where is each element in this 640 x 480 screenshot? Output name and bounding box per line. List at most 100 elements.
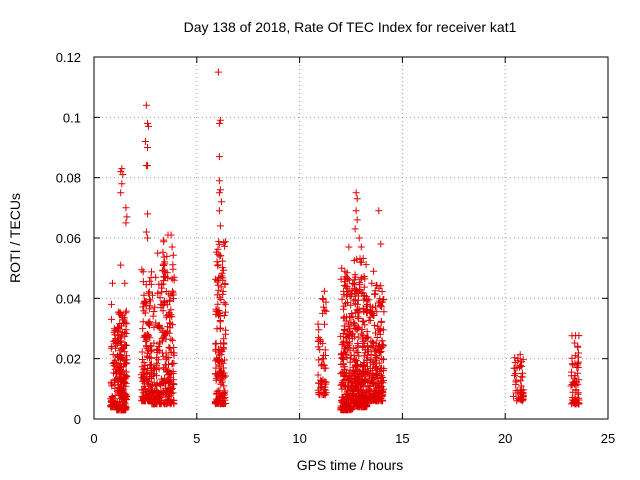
data-point xyxy=(215,286,223,294)
data-point xyxy=(221,238,229,246)
data-point xyxy=(376,297,384,305)
data-point xyxy=(569,361,577,369)
data-point xyxy=(354,288,362,296)
data-point xyxy=(139,325,147,333)
data-point xyxy=(341,363,349,371)
data-point xyxy=(320,361,328,369)
data-point xyxy=(121,360,129,368)
data-point xyxy=(571,393,579,401)
data-point xyxy=(162,288,170,295)
data-point xyxy=(360,273,368,280)
data-point xyxy=(165,329,173,337)
data-point xyxy=(112,344,119,352)
data-point xyxy=(164,377,172,384)
data-point xyxy=(168,287,176,295)
data-point xyxy=(346,327,354,335)
data-point xyxy=(145,288,153,296)
data-point xyxy=(114,327,122,335)
data-point xyxy=(318,377,326,385)
data-point xyxy=(377,318,385,326)
data-point xyxy=(145,320,153,328)
data-point xyxy=(161,374,169,382)
data-point xyxy=(214,68,222,76)
data-point xyxy=(366,370,374,378)
data-point xyxy=(163,354,171,362)
data-point xyxy=(138,374,146,382)
data-point xyxy=(361,321,369,329)
data-point xyxy=(213,372,221,380)
data-point xyxy=(379,374,387,381)
data-point xyxy=(122,219,130,227)
data-point xyxy=(340,322,348,330)
data-point xyxy=(377,392,385,400)
data-point xyxy=(107,380,115,388)
data-point xyxy=(513,397,521,405)
data-point xyxy=(216,324,224,332)
data-point xyxy=(113,387,121,395)
data-point xyxy=(159,307,167,315)
data-point xyxy=(340,291,348,299)
x-tick-label: 20 xyxy=(498,431,512,446)
data-point xyxy=(350,297,358,305)
data-point xyxy=(574,343,582,351)
data-point xyxy=(118,180,126,188)
data-point xyxy=(148,268,155,276)
data-point xyxy=(150,339,158,347)
data-point xyxy=(351,320,359,328)
data-point xyxy=(359,343,367,351)
data-point xyxy=(373,369,381,377)
data-point xyxy=(150,323,158,331)
data-point xyxy=(213,325,221,333)
data-point xyxy=(216,116,224,124)
data-point xyxy=(157,375,165,383)
data-point xyxy=(146,295,153,303)
data-point xyxy=(345,383,353,391)
data-point xyxy=(152,273,160,281)
data-point xyxy=(164,387,172,395)
data-point xyxy=(213,354,221,362)
data-point xyxy=(360,283,368,291)
data-point xyxy=(123,213,131,221)
data-point xyxy=(338,385,346,393)
data-point xyxy=(511,354,519,362)
data-point xyxy=(222,372,229,380)
data-point xyxy=(114,387,122,394)
data-point xyxy=(345,323,353,331)
data-point xyxy=(140,358,148,366)
data-point xyxy=(374,299,382,307)
data-point xyxy=(344,298,351,306)
data-point xyxy=(219,257,227,265)
data-point xyxy=(319,296,327,304)
data-point xyxy=(345,313,353,321)
data-point xyxy=(365,316,373,324)
data-point xyxy=(353,379,361,387)
data-point xyxy=(164,323,172,331)
data-point xyxy=(214,300,222,308)
data-point xyxy=(116,369,124,377)
data-point xyxy=(350,319,358,327)
data-point xyxy=(351,271,359,279)
data-point xyxy=(371,321,378,329)
data-point xyxy=(512,389,520,397)
data-point xyxy=(158,267,166,275)
data-point xyxy=(147,354,155,362)
data-point xyxy=(140,291,148,299)
data-point xyxy=(160,364,168,372)
data-point xyxy=(375,207,383,215)
data-point xyxy=(220,382,228,390)
data-point xyxy=(355,292,362,300)
data-point xyxy=(315,326,323,334)
data-point xyxy=(365,392,373,400)
data-point xyxy=(119,313,126,321)
data-point xyxy=(221,280,229,288)
data-point xyxy=(512,376,520,384)
x-axis-title: GPS time / hours xyxy=(297,457,404,473)
data-point xyxy=(117,383,125,391)
data-point xyxy=(162,313,170,321)
data-point xyxy=(113,360,121,368)
data-point xyxy=(217,351,225,359)
data-point xyxy=(122,326,130,334)
data-point xyxy=(138,348,146,356)
data-point xyxy=(347,301,355,309)
